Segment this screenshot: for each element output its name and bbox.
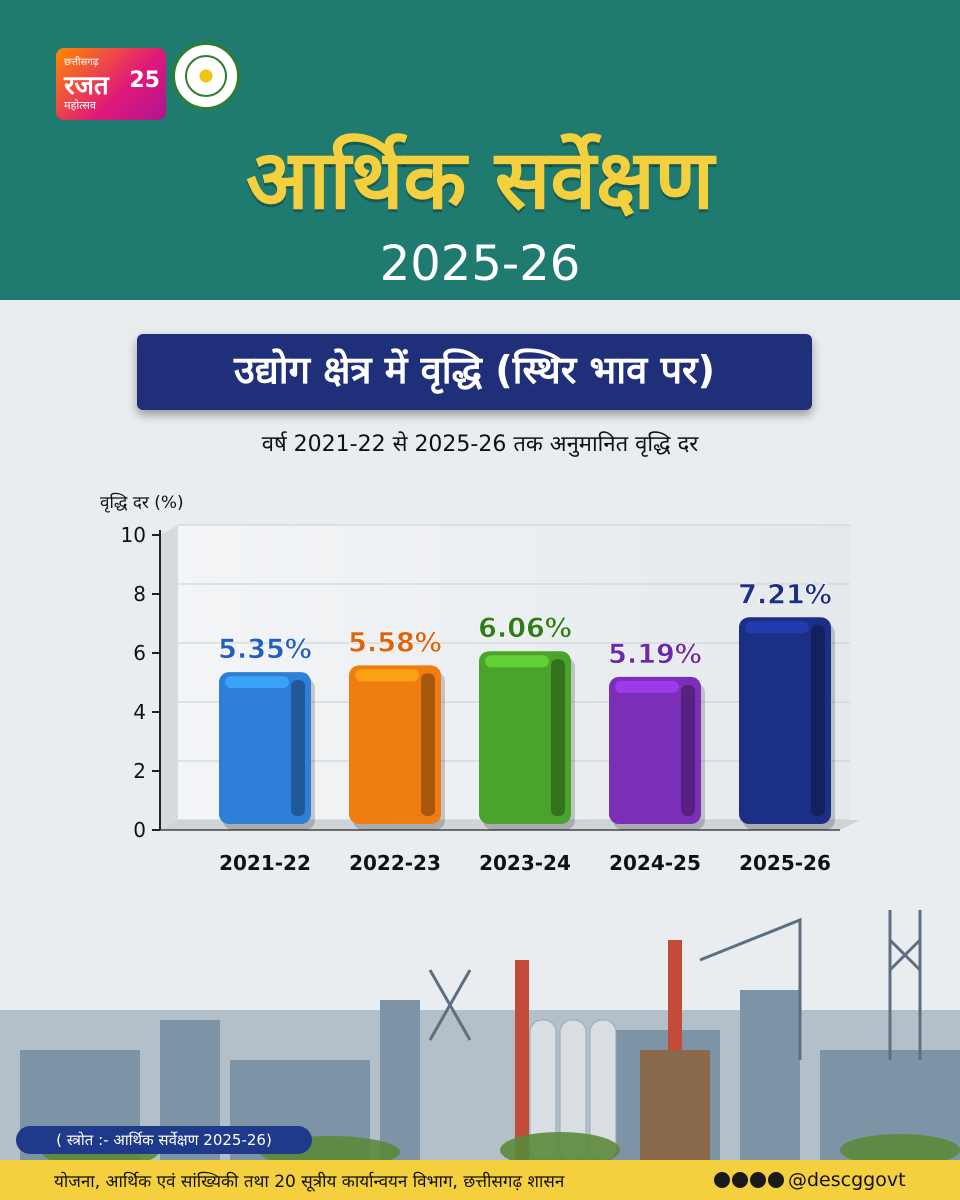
instagram-icon[interactable] [732,1172,748,1188]
y-tick-label: 4 [133,700,146,724]
footer-department-text: योजना, आर्थिक एवं सांख्यिकी तथा 20 सूत्र… [54,1172,565,1192]
chart-title-banner: उद्योग क्षेत्र में वृद्धि (स्थिर भाव पर) [137,334,812,410]
bar-2024-25 [609,676,701,824]
bar-2025-26 [739,617,831,824]
y-axis-title: वृद्धि दर (%) [100,492,184,513]
bar-side-shade [681,684,695,816]
x-tick-label: 2023-24 [479,851,571,875]
bar-2021-22 [219,672,311,824]
data-label: 5.58% [348,627,442,658]
x-tick-label: 2022-23 [349,851,441,875]
x-tick-label: 2024-25 [609,851,701,875]
bar-side-shade [421,673,435,816]
source-note: ( स्त्रोत :- आर्थिक सर्वेक्षण 2025-26) [16,1126,312,1154]
facebook-icon[interactable] [714,1172,730,1188]
government-seal-icon [172,42,240,110]
bar-side-shade [291,680,305,816]
x-icon[interactable] [750,1172,766,1188]
data-label: 5.35% [218,634,312,665]
chart-bars [219,617,835,830]
seal-emblem-icon [185,55,227,97]
chart-subtitle: वर्ष 2021-22 से 2025-26 तक अनुमानित वृद्… [261,432,699,457]
bar-chart: 0 2 4 6 8 10 5.35% 2021-22 5.58% 2022-23 6.06% 202… [100,492,860,875]
x-tick-label: 2021-22 [219,851,311,875]
chart-axes: 0 2 4 6 8 10 [121,523,840,842]
social-handle[interactable]: @descggovt [788,1169,906,1191]
y-tick-label: 10 [121,523,146,547]
y-tick-label: 8 [133,582,146,606]
chart-side-wall [160,525,178,830]
footer-bar: योजना, आर्थिक एवं सांख्यिकी तथा 20 सूत्र… [0,1160,960,1200]
logo-text-mid: रजत [64,71,109,101]
header-band: छत्तीसगढ़ रजत महोत्सव 25 आर्थिक सर्वेक्ष… [0,0,960,300]
page-year: 2025-26 [379,236,581,292]
bar-side-shade [551,659,565,816]
y-tick-label: 2 [133,759,146,783]
logo-text-bottom: महोत्सव [64,99,96,112]
y-tick-label: 6 [133,641,146,665]
bar-side-shade [811,625,825,816]
page-title: आर्थिक सर्वेक्षण [245,133,715,228]
bar-top-highlight [485,655,549,668]
data-label: 6.06% [478,613,572,644]
data-label: 7.21% [738,579,832,610]
bar-top-highlight [225,676,289,689]
data-label: 5.19% [608,639,702,670]
y-tick-label: 0 [133,818,146,842]
chart-title: उद्योग क्षेत्र में वृद्धि (स्थिर भाव पर) [234,348,715,392]
bar-2023-24 [479,651,571,824]
bar-top-highlight [745,621,809,634]
logo-number: 25 [129,68,160,93]
logo-text-top: छत्तीसगढ़ [64,57,99,68]
rajat-mahotsav-logo: छत्तीसगढ़ रजत महोत्सव 25 [56,48,166,120]
bar-top-highlight [615,680,679,693]
industrial-scene-illustration [0,900,960,1160]
chart-labels: 5.35% 2021-22 5.58% 2022-23 6.06% 2023-24 5.19… [218,579,832,875]
bar-top-highlight [355,669,419,682]
youtube-icon[interactable] [768,1172,784,1188]
x-tick-label: 2025-26 [739,851,831,875]
bar-2022-23 [349,665,441,824]
